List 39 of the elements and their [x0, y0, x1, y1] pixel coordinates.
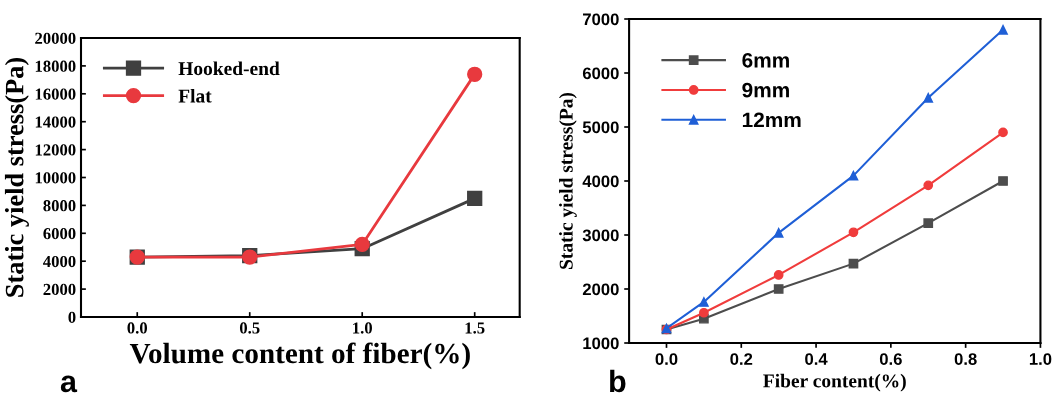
- y-tick-label: 6000: [582, 67, 619, 80]
- y-tick-label: 18000: [35, 60, 76, 72]
- y-tick-label: 4000: [43, 255, 76, 268]
- y-tick-label: 1000: [583, 337, 619, 350]
- text: b: [610, 369, 626, 393]
- x-tick-label: 0.5: [239, 322, 260, 334]
- legend-label: Flat: [178, 88, 212, 103]
- x-tick-label: 0.6: [879, 353, 902, 365]
- x-tick-label: 1.0: [353, 322, 372, 334]
- x-tick-label: 0.2: [730, 353, 753, 365]
- y-axis-title: Static yield stress(Pa): [4, 57, 29, 297]
- y-tick-label: 8000: [43, 200, 76, 212]
- y-tick-label: 20000: [35, 32, 76, 44]
- y-tick-label: 10000: [35, 172, 76, 184]
- y-tick-label: 4000: [582, 175, 619, 188]
- x-tick-label: 0.8: [954, 353, 977, 365]
- x-tick-label: 0.4: [805, 353, 828, 365]
- legend-label: 12mm: [742, 112, 801, 128]
- y-tick-label: 16000: [35, 88, 76, 100]
- y-tick-label: 14000: [35, 116, 76, 128]
- y-tick-label: 3000: [582, 229, 619, 242]
- y-tick-label: 5000: [582, 121, 619, 134]
- x-axis-title: Fiber content(%): [763, 373, 906, 392]
- y-tick-label: 0: [68, 311, 76, 323]
- legend-label: 9mm: [742, 82, 789, 98]
- text: a: [60, 375, 78, 393]
- legend-label: Hooked-end: [178, 61, 280, 76]
- x-tick-label: 0.0: [655, 353, 678, 365]
- y-tick-label: 12000: [35, 144, 76, 156]
- x-axis-title: Volume content of fiber(%): [129, 342, 470, 370]
- x-tick-label: 0.0: [127, 322, 148, 334]
- y-tick-label: 2000: [43, 283, 76, 296]
- y-tick-label: 6000: [43, 228, 76, 240]
- legend-label: 6mm: [742, 52, 789, 68]
- x-tick-label: 1.0: [1029, 353, 1052, 365]
- x-tick-label: 1.5: [465, 322, 485, 334]
- y-tick-label: 2000: [582, 283, 619, 296]
- y-axis-title: Static yield stress(Pa): [559, 92, 577, 269]
- y-tick-label: 7000: [583, 13, 619, 26]
